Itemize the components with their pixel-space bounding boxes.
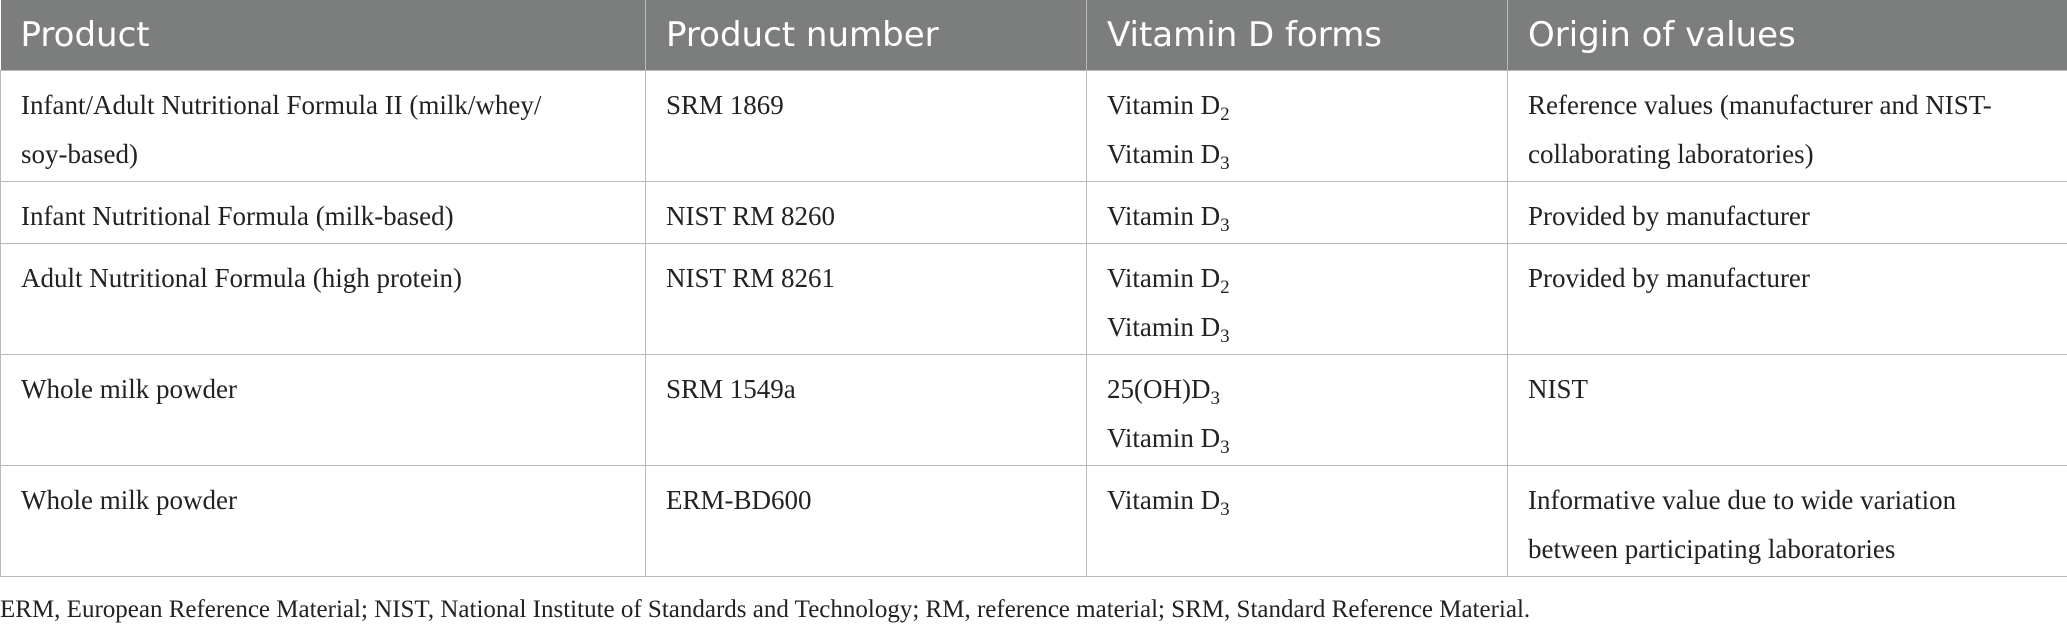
header-product: Product xyxy=(20,14,150,55)
vitamin-form-subscript: 3 xyxy=(1220,152,1230,174)
cell-vitamin-d-forms: Vitamin D2 Vitamin D3 xyxy=(1086,242,1508,355)
cell-product: Infant Nutritional Formula (milk-based) xyxy=(0,180,646,244)
vitamin-form-subscript: 3 xyxy=(1220,498,1230,520)
cell-vitamin-d-forms: Vitamin D2 Vitamin D3 xyxy=(1086,69,1508,182)
vitamin-form-subscript: 2 xyxy=(1220,103,1230,125)
cell-product: Whole milk powder xyxy=(0,464,646,577)
vitamin-form: Vitamin D3 xyxy=(1107,130,1487,179)
cell-product-number: NIST RM 8260 xyxy=(645,180,1087,244)
cell-vitamin-d-forms: Vitamin D3 xyxy=(1086,464,1508,577)
vitamin-form: Vitamin D3 xyxy=(1107,476,1487,525)
vitamin-form-base: Vitamin D xyxy=(1107,138,1221,169)
table-row: Infant Nutritional Formula (milk-based) … xyxy=(0,180,2067,244)
vitamin-form: Vitamin D3 xyxy=(1107,192,1487,241)
vitamin-form-subscript: 3 xyxy=(1210,387,1220,409)
vitamin-d-reference-table: Product Product number Vitamin D forms O… xyxy=(0,0,2067,577)
header-vitamin-d-forms: Vitamin D forms xyxy=(1086,0,1508,70)
cell-product: Whole milk powder xyxy=(0,353,646,466)
table-row: Adult Nutritional Formula (high protein)… xyxy=(0,242,2067,355)
vitamin-form: Vitamin D3 xyxy=(1107,303,1487,352)
vitamin-form: Vitamin D3 xyxy=(1107,414,1487,463)
cell-product-number: NIST RM 8261 xyxy=(645,242,1087,355)
cell-product: Adult Nutritional Formula (high protein) xyxy=(0,242,646,355)
cell-product-number: ERM-BD600 xyxy=(645,464,1087,577)
cell-text-line: Informative value due to wide variation xyxy=(1528,484,1957,515)
cell-origin-of-values: NIST xyxy=(1507,353,2067,466)
vitamin-d-reference-table-container: Product Product number Vitamin D forms O… xyxy=(0,0,2067,577)
vitamin-form-subscript: 3 xyxy=(1220,325,1230,347)
cell-origin-of-values: Informative value due to wide variation … xyxy=(1507,464,2067,577)
cell-origin-of-values: Reference values (manufacturer and NIST-… xyxy=(1507,69,2067,182)
table-header-row: Product Product number Vitamin D forms O… xyxy=(0,0,2067,70)
cell-text-line: Infant/Adult Nutritional Formula II (mil… xyxy=(21,89,542,120)
cell-product: Infant/Adult Nutritional Formula II (mil… xyxy=(0,69,646,182)
vitamin-form-subscript: 2 xyxy=(1220,276,1230,298)
vitamin-form: 25(OH)D3 xyxy=(1107,365,1487,414)
cell-text-line: soy-based) xyxy=(21,138,138,169)
vitamin-form-base: Vitamin D xyxy=(1107,200,1221,231)
header-origin-of-values: Origin of values xyxy=(1507,0,2067,70)
vitamin-form-base: Vitamin D xyxy=(1107,262,1221,293)
vitamin-form-base: 25(OH)D xyxy=(1107,373,1211,404)
cell-vitamin-d-forms: Vitamin D3 xyxy=(1086,180,1508,244)
cell-vitamin-d-forms: 25(OH)D3 Vitamin D3 xyxy=(1086,353,1508,466)
vitamin-form-subscript: 3 xyxy=(1220,214,1230,236)
cell-text-line: collaborating laboratories) xyxy=(1528,138,1814,169)
header-product-number: Product number xyxy=(645,0,1087,70)
vitamin-form: Vitamin D2 xyxy=(1107,254,1487,303)
vitamin-form-base: Vitamin D xyxy=(1107,484,1221,515)
table-row: Infant/Adult Nutritional Formula II (mil… xyxy=(0,69,2067,182)
table-footnote: ERM, European Reference Material; NIST, … xyxy=(0,596,1531,623)
cell-text-line: between participating laboratories xyxy=(1528,533,1896,564)
vitamin-form-base: Vitamin D xyxy=(1107,311,1221,342)
cell-origin-of-values: Provided by manufacturer xyxy=(1507,180,2067,244)
vitamin-form-base: Vitamin D xyxy=(1107,422,1221,453)
table-row: Whole milk powder ERM-BD600 Vitamin D3 I… xyxy=(0,464,2067,577)
cell-origin-of-values: Provided by manufacturer xyxy=(1507,242,2067,355)
vitamin-form-base: Vitamin D xyxy=(1107,89,1221,120)
cell-product-number: SRM 1549a xyxy=(645,353,1087,466)
cell-product-number: SRM 1869 xyxy=(645,69,1087,182)
vitamin-form-subscript: 3 xyxy=(1220,436,1230,458)
cell-text-line: Reference values (manufacturer and NIST- xyxy=(1528,89,1992,120)
table-row: Whole milk powder SRM 1549a 25(OH)D3 Vit… xyxy=(0,353,2067,466)
vitamin-form: Vitamin D2 xyxy=(1107,81,1487,130)
